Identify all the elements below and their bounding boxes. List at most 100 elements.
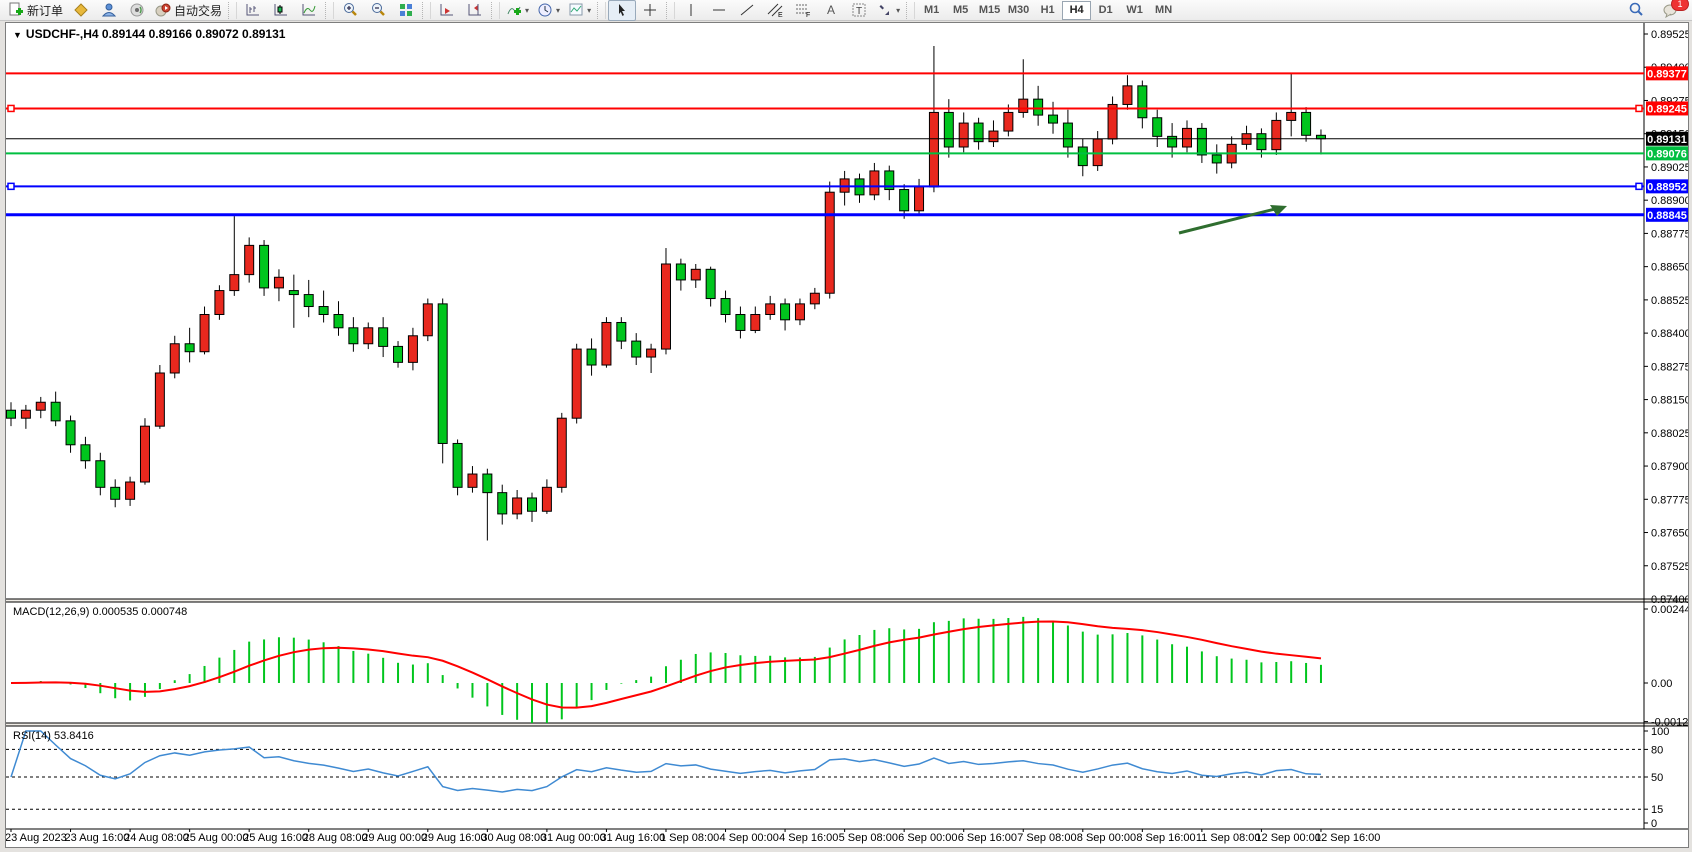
periods-button[interactable]: ▾ bbox=[533, 0, 564, 21]
candle-up bbox=[35, 401, 46, 411]
auto-scroll-icon bbox=[440, 4, 454, 16]
search-button[interactable] bbox=[1622, 0, 1650, 21]
arrows-button[interactable]: ▾ bbox=[873, 0, 904, 21]
svg-text:0.88650: 0.88650 bbox=[1651, 262, 1688, 274]
candle-down bbox=[259, 244, 270, 289]
svg-text:12 Sep 16:00: 12 Sep 16:00 bbox=[1315, 832, 1380, 844]
chart-canvas[interactable]: 0.895250.894000.892750.891500.890250.889… bbox=[5, 23, 1692, 847]
candle-down bbox=[184, 343, 195, 353]
candle-up bbox=[824, 191, 835, 294]
svg-text:0.88025: 0.88025 bbox=[1651, 428, 1688, 440]
candle-up bbox=[244, 244, 255, 276]
text-label-button[interactable]: T bbox=[845, 0, 873, 21]
timeframe-d1-button[interactable]: D1 bbox=[1098, 4, 1113, 16]
svg-text:25 Aug 00:00: 25 Aug 00:00 bbox=[184, 832, 249, 844]
zoom-in-button[interactable] bbox=[336, 0, 364, 21]
panel-separator[interactable] bbox=[6, 723, 1688, 726]
candle-up bbox=[1181, 127, 1192, 148]
text-icon: A bbox=[827, 3, 835, 17]
candle-up bbox=[512, 497, 523, 515]
timeframe-m30-button[interactable]: M30 bbox=[1007, 4, 1030, 16]
svg-text:-0.001273: -0.001273 bbox=[1651, 717, 1688, 729]
svg-text:15: 15 bbox=[1651, 804, 1663, 816]
tile-windows-button[interactable] bbox=[392, 0, 420, 21]
bar-chart-button[interactable] bbox=[239, 0, 267, 21]
channel-button[interactable]: E bbox=[761, 0, 789, 21]
new-order-button[interactable]: 新订单 bbox=[4, 0, 67, 21]
new-chart-button[interactable] bbox=[67, 0, 95, 21]
candle-down bbox=[705, 268, 716, 300]
notifications-button[interactable]: 1 bbox=[1656, 0, 1689, 21]
new-chart-icon bbox=[74, 3, 88, 17]
fibonacci-button[interactable]: F bbox=[789, 0, 817, 21]
timeframe-m5-button[interactable]: M5 bbox=[952, 4, 969, 16]
svg-text:F: F bbox=[806, 12, 810, 18]
trendline-button[interactable] bbox=[733, 0, 761, 21]
candle-up bbox=[125, 481, 136, 500]
horizontal-line-0.88845[interactable]: 0.88845 bbox=[6, 207, 1688, 222]
price-axis[interactable]: 0.895250.894000.892750.891500.890250.889… bbox=[1644, 29, 1691, 606]
signals-button[interactable] bbox=[123, 0, 151, 21]
auto-trading-button[interactable]: 自动交易 bbox=[151, 0, 226, 21]
candle-up bbox=[556, 417, 567, 488]
candle-down bbox=[452, 442, 463, 488]
svg-text:80: 80 bbox=[1651, 744, 1663, 756]
fibonacci-icon: F bbox=[796, 4, 810, 18]
candle-down bbox=[393, 345, 404, 363]
horizontal-line-0.89245[interactable]: 0.89245 bbox=[6, 101, 1688, 116]
bid-price-line[interactable]: 0.89131 bbox=[6, 131, 1688, 146]
cursor-button[interactable] bbox=[608, 0, 637, 21]
svg-text:0.89131: 0.89131 bbox=[1647, 134, 1687, 146]
candle-up bbox=[407, 335, 418, 363]
candle-up bbox=[363, 327, 374, 345]
toolbar-separator bbox=[491, 1, 501, 19]
crosshair-icon bbox=[644, 4, 657, 16]
timeframe-mn-button[interactable]: MN bbox=[1155, 4, 1173, 16]
candle-down bbox=[6, 409, 16, 419]
svg-text:0.88150: 0.88150 bbox=[1651, 395, 1688, 407]
candle-up bbox=[541, 486, 552, 512]
svg-text:0.87775: 0.87775 bbox=[1651, 494, 1688, 506]
timeframe-h4-button[interactable]: H4 bbox=[1062, 0, 1092, 20]
candle-down bbox=[1152, 117, 1163, 137]
svg-text:E: E bbox=[778, 12, 783, 18]
line-chart-button[interactable] bbox=[295, 0, 323, 21]
collapse-triangle-icon[interactable]: ▼ bbox=[13, 30, 22, 40]
horizontal-line-0.88952[interactable]: 0.88952 bbox=[6, 179, 1688, 194]
candle-down bbox=[497, 492, 508, 515]
svg-text:6 Sep 16:00: 6 Sep 16:00 bbox=[958, 832, 1017, 844]
horizontal-line-0.89377[interactable]: 0.89377 bbox=[6, 66, 1688, 81]
horizontal-line-0.89076[interactable]: 0.89076 bbox=[6, 146, 1688, 161]
tile-windows-icon bbox=[400, 4, 413, 16]
svg-text:11 Sep 08:00: 11 Sep 08:00 bbox=[1196, 832, 1261, 844]
timeframe-h1-button[interactable]: H1 bbox=[1040, 4, 1055, 16]
chart-window[interactable]: ▼ USDCHF-,H4 0.89144 0.89166 0.89072 0.89… bbox=[5, 22, 1692, 848]
zoom-out-button[interactable] bbox=[364, 0, 392, 21]
svg-text:12 Sep 00:00: 12 Sep 00:00 bbox=[1255, 832, 1320, 844]
candlestick-chart-button[interactable] bbox=[267, 0, 295, 21]
auto-scroll-button[interactable] bbox=[433, 0, 461, 21]
timeframe-m1-button[interactable]: M1 bbox=[923, 4, 940, 16]
svg-text:25 Aug 16:00: 25 Aug 16:00 bbox=[243, 832, 308, 844]
text-button[interactable]: A bbox=[817, 0, 845, 21]
profiles-button[interactable] bbox=[95, 0, 123, 21]
svg-text:0.88525: 0.88525 bbox=[1651, 295, 1688, 307]
indicators-button[interactable]: ▾ bbox=[502, 0, 533, 21]
vertical-line-button[interactable] bbox=[677, 0, 705, 21]
templates-button[interactable]: ▾ bbox=[564, 0, 595, 21]
svg-text:29 Aug 00:00: 29 Aug 00:00 bbox=[362, 832, 427, 844]
timeframe-m15-button[interactable]: M15 bbox=[978, 4, 1001, 16]
crosshair-button[interactable] bbox=[636, 0, 664, 21]
candle-up bbox=[1003, 111, 1014, 132]
horizontal-line-button[interactable] bbox=[705, 0, 733, 21]
candle-up bbox=[1271, 119, 1282, 151]
candle-down bbox=[1196, 127, 1207, 156]
trend-arrow[interactable] bbox=[1178, 205, 1287, 235]
dropdown-caret-icon: ▾ bbox=[587, 5, 592, 15]
cursor-arrow-icon bbox=[619, 4, 626, 16]
svg-text:0.89525: 0.89525 bbox=[1651, 29, 1688, 41]
chart-shift-button[interactable] bbox=[461, 0, 489, 21]
timeframe-w1-button[interactable]: W1 bbox=[1126, 4, 1143, 16]
panel-separator[interactable] bbox=[6, 599, 1688, 602]
